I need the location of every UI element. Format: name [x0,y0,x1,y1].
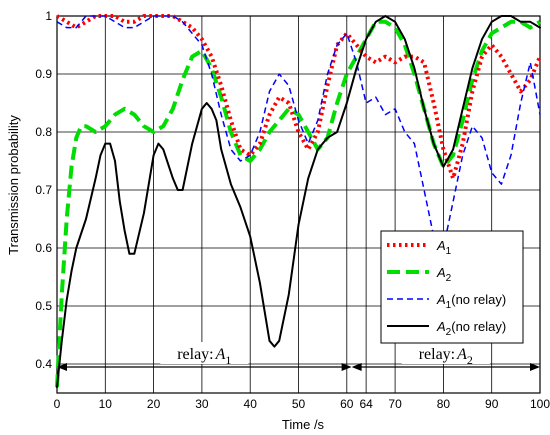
relay-annotations: relay: A1 relay: A2 [57,342,540,371]
x-tick-label: 100 [530,397,550,411]
relay-label-2: relay: A2 [419,346,473,367]
legend-subscript: 1 [446,300,452,311]
relay-label-bg-1 [160,342,249,364]
legend-label-4: A2(no relay) [436,319,506,338]
legend-subscript: 2 [446,327,452,338]
legend-label-3: A1(no relay) [436,292,506,311]
axes [56,15,541,394]
relay-label-prefix: relay: [419,346,455,363]
legend-label-2: A2 [436,265,452,284]
relay-arrowhead-right-1 [341,363,352,371]
legend-subscript: 2 [446,273,452,284]
relay-label-subscript: 2 [467,353,473,367]
series-line-4 [56,15,541,389]
legend-symbol: A [436,238,446,253]
y-tick-label: 0.7 [35,183,52,197]
series-group [55,14,542,389]
legend-suffix: (no relay) [451,319,506,334]
relay-label-subscript: 1 [225,353,231,367]
x-tick-label: 80 [437,397,451,411]
x-tick-label: 40 [244,397,258,411]
x-axis-label: Time /s [282,417,325,432]
legend-box [380,230,524,344]
legend-symbol: A [436,319,446,334]
x-tick-label: 60 [340,397,354,411]
legend-subscript: 1 [446,246,452,257]
grid [56,15,541,393]
x-tick-label: 20 [147,397,161,411]
legend-label-1: A1 [436,238,452,257]
x-tick-label: 64 [359,397,373,411]
y-tick-label: 0.5 [35,299,52,313]
relay-label-bg-2 [401,342,490,364]
y-tick-label: 0.4 [35,357,52,371]
relay-arrowhead-right-2 [530,363,540,371]
x-tick-label: 30 [195,397,209,411]
plot-frame [56,15,541,394]
relay-arrowhead-left-1 [57,363,67,371]
relay-label-1: relay: A1 [177,346,231,367]
legend-suffix: (no relay) [451,292,506,307]
series-line-1 [55,14,542,181]
x-tick-label: 90 [485,397,499,411]
x-tick-label: 10 [99,397,113,411]
y-tick-label: 0.6 [35,241,52,255]
relay-arrowhead-left-2 [351,363,362,371]
relay-label-symbol: A [215,346,226,363]
y-axis-label: Transmission probability [6,115,21,255]
relay-label-prefix: relay: [177,346,213,363]
tick-labels: 0 10 20 30 40 50 60 64 70 80 90 100 0.4 0.5 0.6 0.7 0.8 0… [35,9,550,411]
y-tick-label: 0.8 [35,125,52,139]
legend-symbol: A [436,292,446,307]
x-tick-label: 0 [54,397,61,411]
relay-label-symbol: A [456,346,467,363]
x-tick-label: 50 [292,397,306,411]
series-line-3 [56,15,541,255]
series-line-2 [55,19,542,388]
y-tick-label: 0.9 [35,67,52,81]
y-tick-label: 1 [45,9,52,23]
x-tick-label: 70 [388,397,402,411]
legend-symbol: A [436,265,446,280]
